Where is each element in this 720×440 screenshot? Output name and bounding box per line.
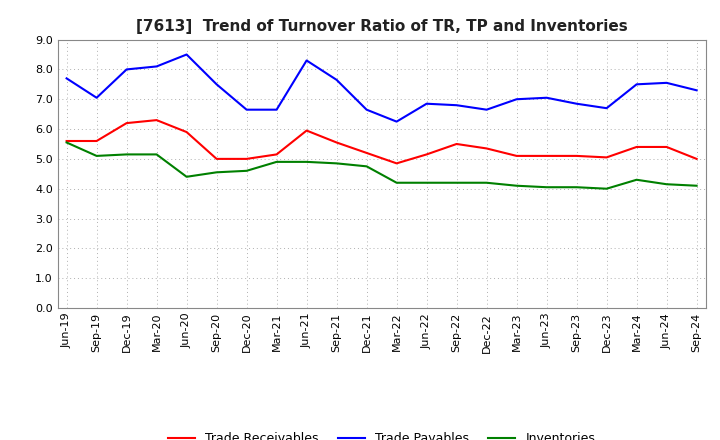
Trade Payables xyxy=(513,97,521,102)
Inventories xyxy=(572,185,581,190)
Trade Receivables xyxy=(302,128,311,133)
Trade Payables xyxy=(452,103,461,108)
Trade Payables xyxy=(92,95,101,100)
Inventories xyxy=(362,164,371,169)
Trade Payables xyxy=(62,76,71,81)
Inventories xyxy=(482,180,491,185)
Inventories xyxy=(333,161,341,166)
Inventories xyxy=(513,183,521,188)
Inventories xyxy=(662,182,671,187)
Trade Receivables xyxy=(362,150,371,156)
Inventories xyxy=(212,170,221,175)
Trade Payables xyxy=(542,95,551,100)
Inventories xyxy=(153,152,161,157)
Trade Receivables xyxy=(333,140,341,145)
Trade Payables xyxy=(362,107,371,112)
Inventories xyxy=(92,153,101,158)
Trade Payables xyxy=(212,82,221,87)
Legend: Trade Receivables, Trade Payables, Inventories: Trade Receivables, Trade Payables, Inven… xyxy=(163,427,600,440)
Trade Receivables xyxy=(62,138,71,143)
Trade Payables xyxy=(242,107,251,112)
Trade Receivables xyxy=(452,141,461,147)
Inventories xyxy=(422,180,431,185)
Trade Payables xyxy=(392,119,401,124)
Inventories xyxy=(122,152,131,157)
Trade Receivables xyxy=(392,161,401,166)
Trade Receivables xyxy=(182,129,191,135)
Trade Receivables xyxy=(542,153,551,158)
Trade Receivables xyxy=(572,153,581,158)
Trade Payables xyxy=(422,101,431,106)
Trade Receivables xyxy=(422,152,431,157)
Line: Trade Receivables: Trade Receivables xyxy=(66,120,697,163)
Trade Payables xyxy=(272,107,281,112)
Trade Receivables xyxy=(482,146,491,151)
Inventories xyxy=(242,168,251,173)
Line: Inventories: Inventories xyxy=(66,143,697,189)
Inventories xyxy=(272,159,281,165)
Trade Payables xyxy=(482,107,491,112)
Inventories xyxy=(392,180,401,185)
Trade Receivables xyxy=(212,156,221,161)
Line: Trade Payables: Trade Payables xyxy=(66,55,697,121)
Inventories xyxy=(62,140,71,145)
Trade Receivables xyxy=(693,156,701,161)
Trade Payables xyxy=(153,64,161,69)
Trade Payables xyxy=(572,101,581,106)
Trade Payables xyxy=(632,82,641,87)
Trade Payables xyxy=(182,52,191,57)
Trade Receivables xyxy=(122,121,131,126)
Trade Payables xyxy=(602,106,611,111)
Inventories xyxy=(182,174,191,180)
Inventories xyxy=(302,159,311,165)
Trade Payables xyxy=(662,80,671,85)
Trade Receivables xyxy=(153,117,161,123)
Trade Receivables xyxy=(513,153,521,158)
Trade Payables xyxy=(693,88,701,93)
Trade Payables xyxy=(302,58,311,63)
Title: [7613]  Trend of Turnover Ratio of TR, TP and Inventories: [7613] Trend of Turnover Ratio of TR, TP… xyxy=(136,19,627,34)
Inventories xyxy=(693,183,701,188)
Trade Receivables xyxy=(602,155,611,160)
Trade Receivables xyxy=(272,152,281,157)
Inventories xyxy=(632,177,641,183)
Trade Receivables xyxy=(92,138,101,143)
Inventories xyxy=(602,186,611,191)
Trade Receivables xyxy=(632,144,641,150)
Trade Payables xyxy=(122,67,131,72)
Trade Receivables xyxy=(242,156,251,161)
Inventories xyxy=(452,180,461,185)
Inventories xyxy=(542,185,551,190)
Trade Receivables xyxy=(662,144,671,150)
Trade Payables xyxy=(333,77,341,82)
